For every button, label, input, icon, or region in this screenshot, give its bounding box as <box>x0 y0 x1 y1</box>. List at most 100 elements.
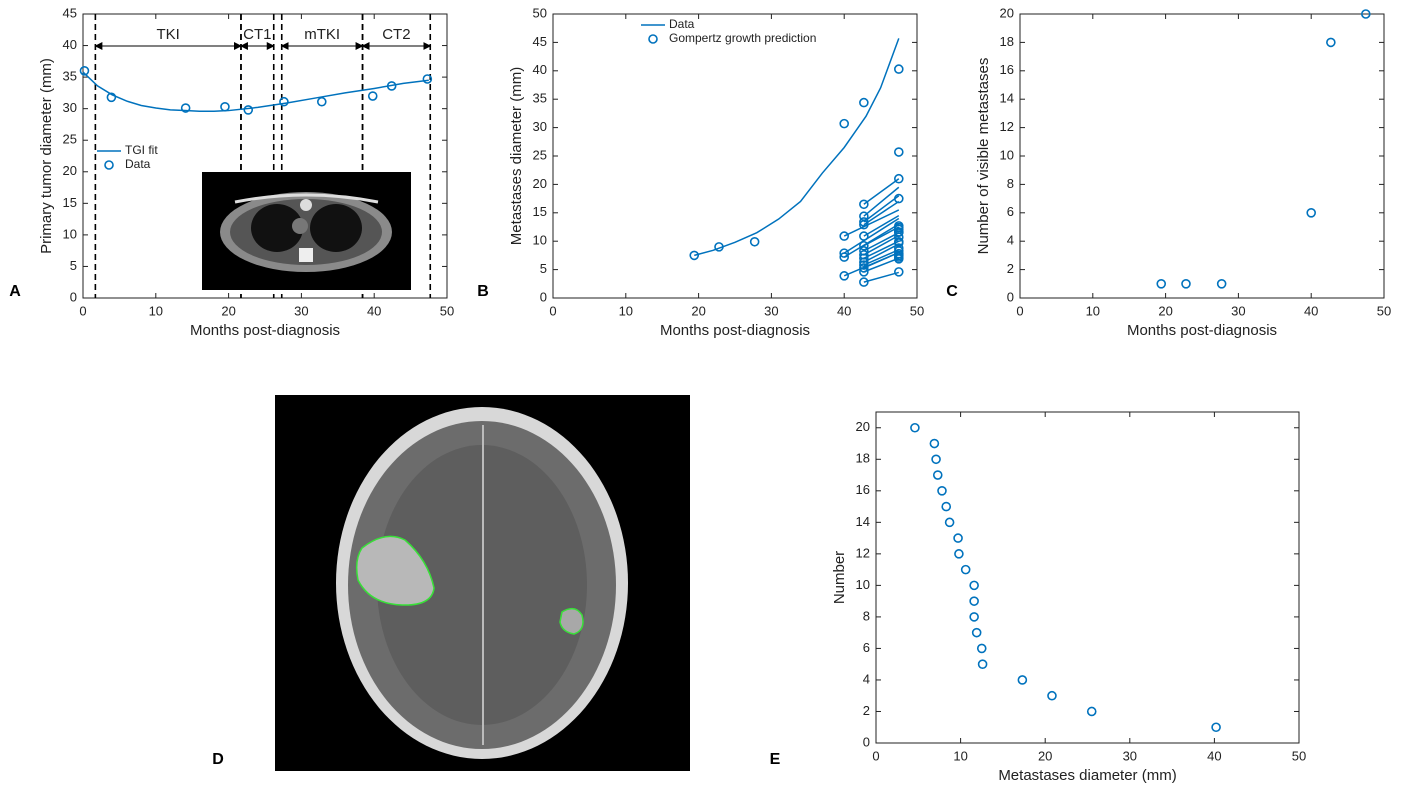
y-axis-label: Primary tumor diameter (mm) <box>38 58 55 254</box>
y-tick-label: 20 <box>856 419 870 434</box>
legend-swatch <box>649 35 657 43</box>
panel-label: A <box>9 283 21 300</box>
data-point <box>860 99 868 107</box>
data-point <box>955 550 963 558</box>
x-tick-label: 20 <box>1158 303 1172 318</box>
legend-label: Gompertz growth prediction <box>669 31 816 45</box>
data-point <box>895 268 903 276</box>
data-point <box>1218 280 1226 288</box>
y-tick-label: 16 <box>1000 62 1014 77</box>
x-tick-label: 30 <box>294 303 308 318</box>
phase-label: CT1 <box>243 26 271 43</box>
y-tick-label: 8 <box>1007 176 1014 191</box>
y-axis-label: Number of visible metastases <box>975 58 992 255</box>
y-tick-label: 6 <box>1007 204 1014 219</box>
y-tick-label: 15 <box>533 204 547 219</box>
x-axis-label: Months post-diagnosis <box>190 322 340 339</box>
y-tick-label: 6 <box>863 640 870 655</box>
y-tick-label: 2 <box>863 703 870 718</box>
legend-swatch <box>105 161 113 169</box>
y-tick-label: 16 <box>856 482 870 497</box>
y-tick-label: 10 <box>856 577 870 592</box>
x-tick-label: 10 <box>953 748 967 763</box>
panel-label: C <box>946 283 958 300</box>
y-tick-label: 5 <box>70 258 77 273</box>
x-tick-label: 30 <box>1231 303 1245 318</box>
x-axis-label: Months post-diagnosis <box>660 322 810 339</box>
x-axis-label: Metastases diameter (mm) <box>998 767 1176 784</box>
x-tick-label: 50 <box>440 303 454 318</box>
phase-label: TKI <box>157 26 180 43</box>
y-tick-label: 30 <box>533 119 547 134</box>
series-line <box>864 272 899 282</box>
data-point <box>895 65 903 73</box>
data-point <box>942 503 950 511</box>
x-tick-label: 50 <box>910 303 924 318</box>
y-tick-label: 2 <box>1007 261 1014 276</box>
data-point <box>954 534 962 542</box>
data-point <box>946 518 954 526</box>
y-tick-label: 25 <box>63 132 77 147</box>
data-point <box>970 597 978 605</box>
data-point <box>962 566 970 574</box>
panel-label: B <box>477 283 489 300</box>
y-tick-label: 10 <box>63 226 77 241</box>
x-tick-label: 20 <box>691 303 705 318</box>
data-point <box>934 471 942 479</box>
data-point <box>369 92 377 100</box>
y-tick-label: 14 <box>1000 91 1014 106</box>
y-tick-label: 20 <box>1000 5 1014 20</box>
y-tick-label: 18 <box>1000 34 1014 49</box>
data-point <box>970 581 978 589</box>
data-point <box>930 440 938 448</box>
data-point <box>1212 723 1220 731</box>
y-tick-label: 20 <box>533 176 547 191</box>
data-point <box>1018 676 1026 684</box>
phase-label: CT2 <box>382 26 410 43</box>
plots: 01020304050051015202530354045Months post… <box>9 5 1391 784</box>
data-point <box>938 487 946 495</box>
x-tick-label: 20 <box>221 303 235 318</box>
y-tick-label: 45 <box>533 34 547 49</box>
data-point <box>970 613 978 621</box>
y-tick-label: 0 <box>70 289 77 304</box>
panel-label: E <box>770 751 781 768</box>
data-point <box>1157 280 1165 288</box>
data-point <box>1327 38 1335 46</box>
legend-label: Data <box>669 17 695 31</box>
x-tick-label: 50 <box>1377 303 1391 318</box>
x-tick-label: 40 <box>1207 748 1221 763</box>
data-point <box>1048 692 1056 700</box>
y-tick-label: 35 <box>533 91 547 106</box>
brain-ct-image <box>275 395 690 771</box>
y-tick-label: 8 <box>863 608 870 623</box>
y-tick-label: 0 <box>863 734 870 749</box>
data-point <box>840 120 848 128</box>
data-point <box>1182 280 1190 288</box>
y-tick-label: 4 <box>1007 233 1014 248</box>
x-tick-label: 0 <box>79 303 86 318</box>
y-tick-label: 12 <box>1000 119 1014 134</box>
x-tick-label: 20 <box>1038 748 1052 763</box>
data-point <box>280 98 288 106</box>
x-tick-label: 0 <box>1016 303 1023 318</box>
y-tick-label: 10 <box>1000 147 1014 162</box>
x-tick-label: 30 <box>764 303 778 318</box>
x-tick-label: 10 <box>149 303 163 318</box>
x-axis-label: Months post-diagnosis <box>1127 322 1277 339</box>
y-tick-label: 40 <box>63 37 77 52</box>
y-tick-label: 4 <box>863 671 870 686</box>
legend-label: TGI fit <box>125 143 158 157</box>
data-point <box>318 98 326 106</box>
data-point <box>244 106 252 114</box>
x-tick-label: 0 <box>549 303 556 318</box>
y-tick-label: 20 <box>63 163 77 178</box>
y-tick-label: 45 <box>63 5 77 20</box>
series-line <box>83 72 429 111</box>
y-tick-label: 14 <box>856 514 870 529</box>
y-axis-label: Metastases diameter (mm) <box>508 67 525 245</box>
y-axis-label: Number <box>831 551 848 604</box>
y-tick-label: 0 <box>1007 289 1014 304</box>
y-tick-label: 35 <box>63 69 77 84</box>
data-point <box>751 238 759 246</box>
